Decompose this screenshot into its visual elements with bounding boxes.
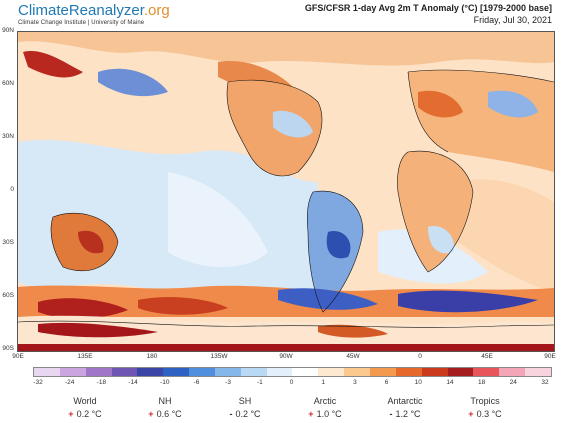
color-scale-swatch	[499, 368, 526, 376]
stat-sign: -	[389, 409, 393, 419]
stat-tropics: Tropics +0.3 °C	[450, 396, 520, 419]
lon-label-0: 0	[418, 353, 422, 360]
lon-label-135w: 135W	[210, 353, 228, 360]
color-scale-label: 24	[509, 379, 517, 386]
lon-label-135e: 135E	[77, 353, 93, 360]
color-scale-label: 14	[446, 379, 454, 386]
regional-anomaly-summary: World +0.2 °C NH +0.6 °C SH -0.2 °C Arct…	[50, 396, 520, 419]
color-scale-label: -14	[128, 379, 138, 386]
stat-value: 1.0 °C	[316, 409, 342, 419]
stat-value: 0.3 °C	[476, 409, 502, 419]
brand-name: ClimateReanalyzer.org	[18, 2, 170, 19]
lon-label-90e-right: 90E	[544, 353, 556, 360]
stat-nh: NH +0.6 °C	[130, 396, 200, 419]
color-scale-label: 0	[289, 379, 294, 386]
stat-sh: SH -0.2 °C	[210, 396, 280, 419]
color-scale-swatch	[266, 368, 293, 376]
color-scale-swatch	[395, 368, 422, 376]
brand-logo: ClimateReanalyzer.org Climate Change Ins…	[18, 2, 170, 26]
stat-arctic: Arctic +1.0 °C	[290, 396, 360, 419]
stat-sign: +	[468, 409, 474, 419]
map-date: Friday, Jul 30, 2021	[473, 15, 552, 25]
color-scale-swatch	[292, 368, 319, 376]
color-scale-label: -3	[225, 379, 232, 386]
color-scale-bar	[33, 367, 552, 377]
color-scale-swatch	[163, 368, 190, 376]
stat-label: NH	[158, 396, 172, 406]
lat-label-90n: 90N	[2, 27, 14, 34]
color-scale-swatch	[473, 368, 500, 376]
color-scale-label: -6	[193, 379, 200, 386]
anomaly-map-graphic	[18, 32, 554, 351]
map-title: GFS/CFSR 1-day Avg 2m T Anomaly (°C) [19…	[304, 3, 552, 13]
color-scale-label: -1	[256, 379, 263, 386]
color-scale-swatch	[421, 368, 448, 376]
stat-world: World +0.2 °C	[50, 396, 120, 419]
color-scale-swatch	[447, 368, 474, 376]
lat-label-60s: 60S	[2, 292, 14, 299]
color-scale-swatch	[240, 368, 267, 376]
color-scale-label: -18	[96, 379, 107, 386]
color-scale-label: 18	[478, 379, 486, 386]
color-scale-swatch	[525, 368, 551, 376]
lat-label-eq: 0	[10, 186, 14, 193]
brand-name-main: ClimateReanalyzer	[18, 2, 144, 19]
color-scale-label: -24	[64, 379, 75, 386]
color-scale-label: 6	[384, 379, 389, 386]
stat-label: World	[73, 396, 97, 406]
color-scale-label: -32	[33, 379, 43, 386]
map-title-block: GFS/CFSR 1-day Avg 2m T Anomaly (°C) [19…	[305, 3, 552, 26]
stat-label: Tropics	[470, 396, 500, 406]
color-scale-label: 32	[541, 379, 549, 386]
color-scale-label: 3	[353, 379, 357, 386]
color-scale-swatch	[85, 368, 112, 376]
stat-label: SH	[238, 396, 252, 406]
lon-label-45e: 45E	[481, 353, 493, 360]
lat-label-90s: 90S	[2, 345, 14, 352]
color-scale-swatch	[137, 368, 164, 376]
color-scale-swatch	[344, 368, 370, 376]
stat-sign: +	[308, 409, 314, 419]
stat-value: 0.2 °C	[235, 409, 261, 419]
color-scale-swatch	[318, 368, 345, 376]
stat-value: 1.2 °C	[395, 409, 421, 419]
stat-label: Arctic	[313, 396, 337, 406]
lon-label-90e-left: 90E	[12, 353, 24, 360]
stat-sign: +	[148, 409, 154, 419]
lon-label-180: 180	[146, 353, 158, 360]
lat-label-60n: 60N	[2, 80, 14, 87]
color-scale-swatch	[189, 368, 215, 376]
lat-label-30n: 30N	[2, 133, 14, 140]
stat-value: 0.2 °C	[76, 409, 102, 419]
stat-antarctic: Antarctic -1.2 °C	[370, 396, 440, 419]
color-scale-label: -10	[160, 379, 170, 386]
color-scale-swatch	[59, 368, 86, 376]
color-scale-swatch	[369, 368, 396, 376]
stat-sign: +	[68, 409, 74, 419]
anomaly-map	[17, 31, 555, 352]
lat-label-30s: 30S	[2, 239, 14, 246]
brand-name-tld: .org	[143, 2, 170, 19]
color-scale-swatch	[34, 368, 60, 376]
color-scale-label: 10	[414, 379, 422, 386]
lon-label-90w: 90W	[279, 353, 293, 360]
brand-subtitle: Climate Change Institute | University of…	[18, 20, 145, 26]
color-scale-swatch	[111, 368, 138, 376]
stat-label: Antarctic	[387, 396, 423, 406]
stat-value: 0.6 °C	[156, 409, 182, 419]
color-scale-swatch	[214, 368, 241, 376]
lon-label-45w: 45W	[346, 353, 360, 360]
stat-sign: -	[229, 409, 233, 419]
color-scale-label: 1	[321, 379, 325, 386]
